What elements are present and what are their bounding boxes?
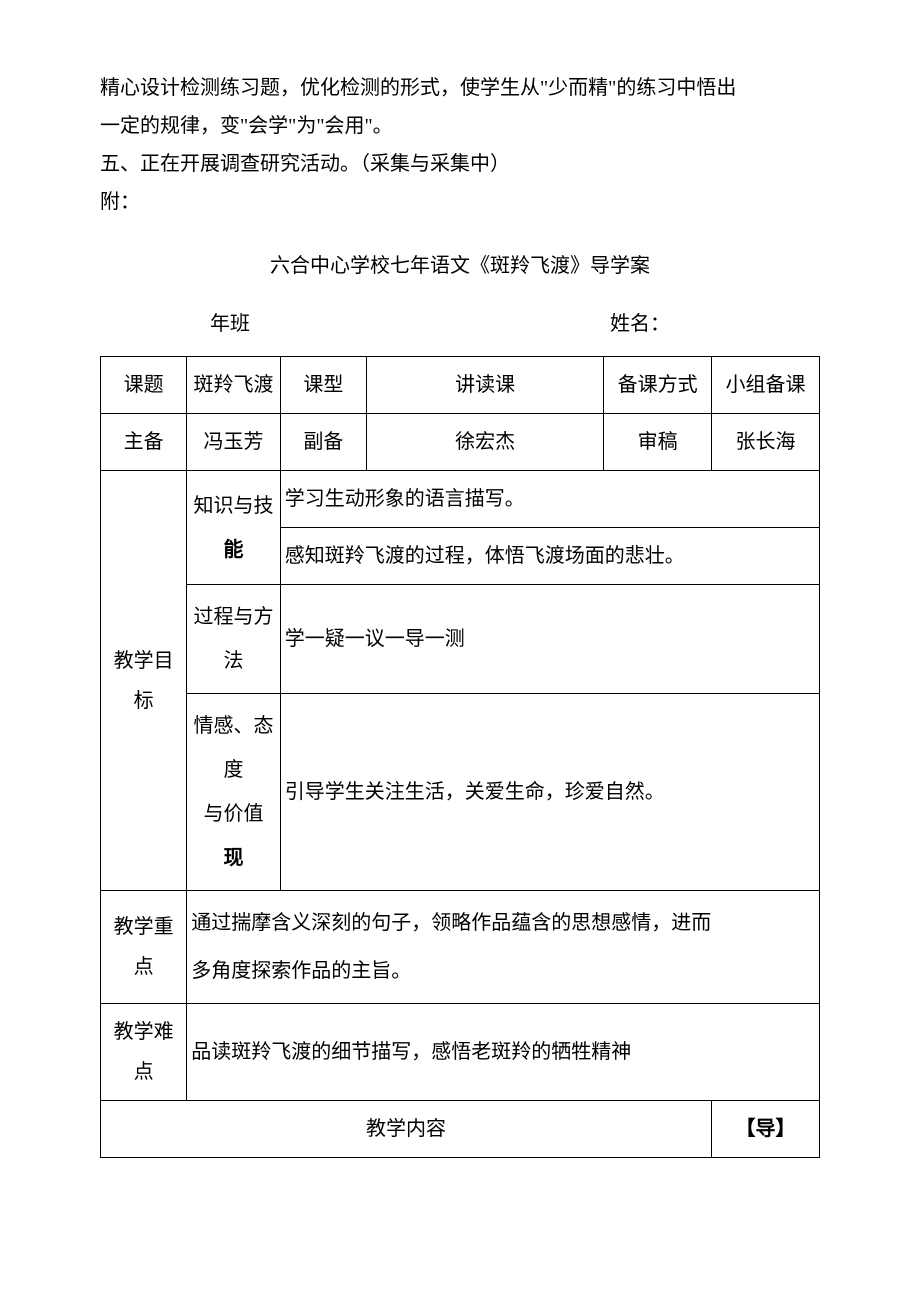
cell-type-label: 课型 [280,357,366,414]
cell-prep-value: 小组备课 [712,357,820,414]
intro-text: 精心设计检测练习题，优化检测的形式，使学生从"少而精"的练习中悟出 一定的规律，… [100,70,820,220]
cell-prep-label: 备课方式 [604,357,712,414]
table-row: 教学目标 知识与技 能 学习生动形象的语言描写。 [101,471,820,528]
cell-review-label: 审稿 [604,414,712,471]
label-line: 现 [224,847,244,869]
cell-topic-value: 斑羚飞渡 [187,357,280,414]
label-line: 过程与方 [194,606,274,628]
cell-type-value: 讲读课 [367,357,604,414]
cell-main-prep-label: 主备 [101,414,187,471]
cell-focus-label: 教学重点 [101,891,187,1004]
label-line: 与价值 [204,803,264,825]
lesson-plan-table: 课题 斑羚飞渡 课型 讲读课 备课方式 小组备课 主备 冯玉芳 副备 徐宏杰 审… [100,356,820,1158]
cell-focus-content: 通过揣摩含义深刻的句子，领略作品蕴含的思想感情，进而 多角度探索作品的主旨。 [187,891,820,1004]
cell-emotion-value-content: 引导学生关注生活，关爱生命，珍爱自然。 [280,694,819,891]
cell-topic-label: 课题 [101,357,187,414]
label-line: 能 [224,539,244,561]
label-line: 法 [224,650,244,672]
cell-process-method-label: 过程与方 法 [187,585,280,694]
intro-line-4: 附： [100,184,820,220]
cell-knowledge-skill-label: 知识与技 能 [187,471,280,585]
focus-line: 多角度探索作品的主旨。 [191,960,411,982]
student-name-label: 姓名： [610,306,670,342]
cell-main-prep-value: 冯玉芳 [187,414,280,471]
cell-difficulty-content: 品读斑羚飞渡的细节描写，感悟老斑羚的牺牲精神 [187,1004,820,1101]
intro-line-1: 精心设计检测练习题，优化检测的形式，使学生从"少而精"的练习中悟出 [100,70,820,106]
cell-sub-prep-label: 副备 [280,414,366,471]
table-row: 教学内容 【导】 [101,1101,820,1158]
table-row: 情感、态度 与价值 现 引导学生关注生活，关爱生命，珍爱自然。 [101,694,820,891]
intro-line-3: 五、正在开展调查研究活动。（采集与采集中） [100,146,820,182]
class-label: 年班 [210,306,250,342]
cell-guide-label: 【导】 [712,1101,820,1158]
cell-review-value: 张长海 [712,414,820,471]
cell-process-method-content: 学一疑一议一导一测 [280,585,819,694]
cell-teaching-content-label: 教学内容 [101,1101,712,1158]
cell-emotion-value-label: 情感、态度 与价值 现 [187,694,280,891]
table-row: 过程与方 法 学一疑一议一导一测 [101,585,820,694]
focus-line: 通过揣摩含义深刻的句子，领略作品蕴含的思想感情，进而 [191,912,711,934]
intro-line-2: 一定的规律，变"会学"为"会用"。 [100,108,820,144]
cell-knowledge-content-2: 感知斑羚飞渡的过程，体悟飞渡场面的悲壮。 [280,528,819,585]
table-row: 教学难点 品读斑羚飞渡的细节描写，感悟老斑羚的牺牲精神 [101,1004,820,1101]
table-row: 课题 斑羚飞渡 课型 讲读课 备课方式 小组备课 [101,357,820,414]
label-line: 知识与技 [194,495,274,517]
cell-knowledge-content-1: 学习生动形象的语言描写。 [280,471,819,528]
cell-sub-prep-value: 徐宏杰 [367,414,604,471]
cell-goals-label: 教学目标 [101,471,187,891]
label-line: 情感、态度 [194,715,274,781]
table-row: 教学重点 通过揣摩含义深刻的句子，领略作品蕴含的思想感情，进而 多角度探索作品的… [101,891,820,1004]
name-line: 年班 姓名： [100,306,820,342]
table-row: 主备 冯玉芳 副备 徐宏杰 审稿 张长海 [101,414,820,471]
document-title: 六合中心学校七年语文《斑羚飞渡》导学案 [100,248,820,284]
cell-difficulty-label: 教学难点 [101,1004,187,1101]
